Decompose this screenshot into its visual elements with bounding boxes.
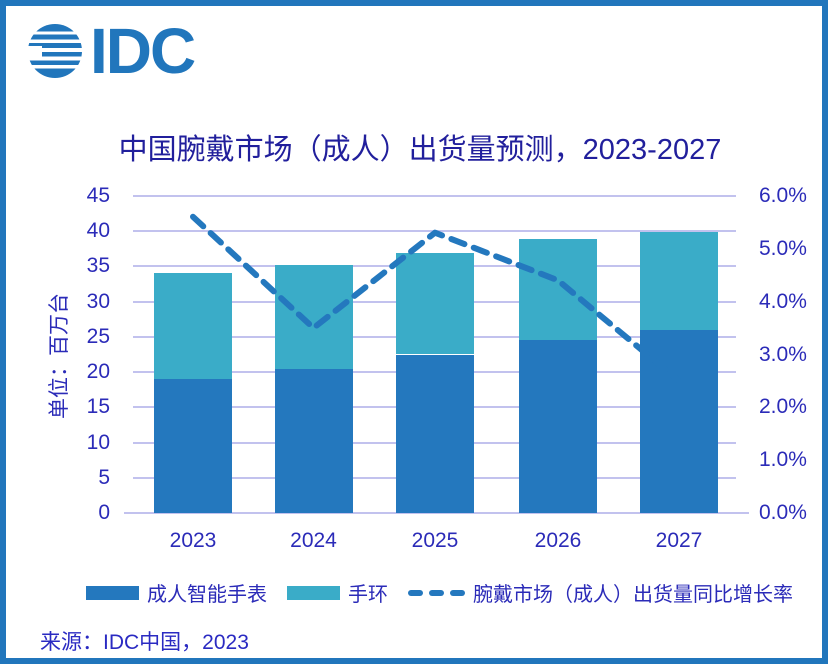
idc-logo: IDC	[28, 15, 196, 87]
right-axis-tick-label: 0.0%	[759, 501, 807, 525]
y-axis-tick-label: 30	[86, 289, 110, 313]
y-axis-tick-label: 20	[86, 360, 110, 384]
source-note: 来源：IDC中国，2023	[40, 631, 249, 654]
bar-segment-watch	[154, 378, 232, 514]
legend-label: 手环	[348, 584, 388, 606]
x-axis-baseline	[124, 512, 749, 515]
y-axis-tick-label: 15	[86, 395, 110, 419]
legend-swatch-dash	[408, 589, 465, 596]
idc-wordmark: IDC	[90, 15, 196, 87]
y-axis-tick-label: 45	[86, 183, 110, 207]
bar-segment-watch	[519, 340, 597, 514]
right-axis-tick-label: 1.0%	[759, 448, 807, 472]
x-axis-category-label: 2025	[411, 529, 459, 552]
legend-swatch-bar	[86, 585, 139, 600]
y-axis-tick-label: 25	[86, 324, 110, 348]
bar-segment-band	[274, 264, 353, 369]
y-axis-tick-label: 40	[86, 218, 110, 242]
chart-title: 中国腕戴市场（成人）出货量预测，2023-2027	[118, 134, 722, 166]
y-axis-tick-label: 5	[98, 466, 110, 490]
legend-dash-segment	[429, 589, 444, 596]
y-axis-tick-label: 35	[86, 254, 110, 278]
x-axis-category-label: 2023	[169, 529, 217, 552]
bar-segment-watch	[274, 368, 353, 514]
gridline	[133, 194, 736, 197]
right-axis-tick-label: 3.0%	[759, 342, 807, 366]
bar-segment-band	[154, 273, 232, 379]
legend-swatch-bar	[287, 585, 340, 600]
legend-dash-segment	[450, 589, 465, 596]
chart-legend: 成人智能手表 手环 腕戴市场（成人）出货量同比增长率	[86, 578, 793, 607]
legend-item: 腕戴市场（成人）出货量同比增长率	[408, 578, 793, 607]
x-axis-category-label: 2026	[534, 529, 582, 552]
legend-dash-segment	[408, 589, 423, 596]
right-axis-tick-label: 2.0%	[759, 395, 807, 419]
x-axis-category-label: 2027	[655, 529, 703, 552]
legend-item: 手环	[287, 578, 388, 607]
bar-segment-watch	[640, 330, 718, 514]
legend-item: 成人智能手表	[86, 578, 267, 607]
legend-label: 腕戴市场（成人）出货量同比增长率	[473, 584, 793, 606]
y-axis-tick-label: 10	[86, 430, 110, 454]
right-axis-tick-label: 6.0%	[759, 183, 807, 207]
bar-segment-band	[396, 252, 474, 355]
bar-segment-band	[519, 239, 597, 341]
right-axis-tick-label: 4.0%	[759, 289, 807, 313]
idc-globe-icon	[28, 24, 82, 78]
x-axis-category-label: 2024	[290, 529, 337, 552]
bar-segment-watch	[396, 354, 474, 514]
bar-segment-band	[640, 232, 718, 331]
y-axis-tick-label: 0	[98, 501, 110, 525]
legend-label: 成人智能手表	[147, 584, 267, 606]
right-axis-tick-label: 5.0%	[759, 236, 807, 260]
